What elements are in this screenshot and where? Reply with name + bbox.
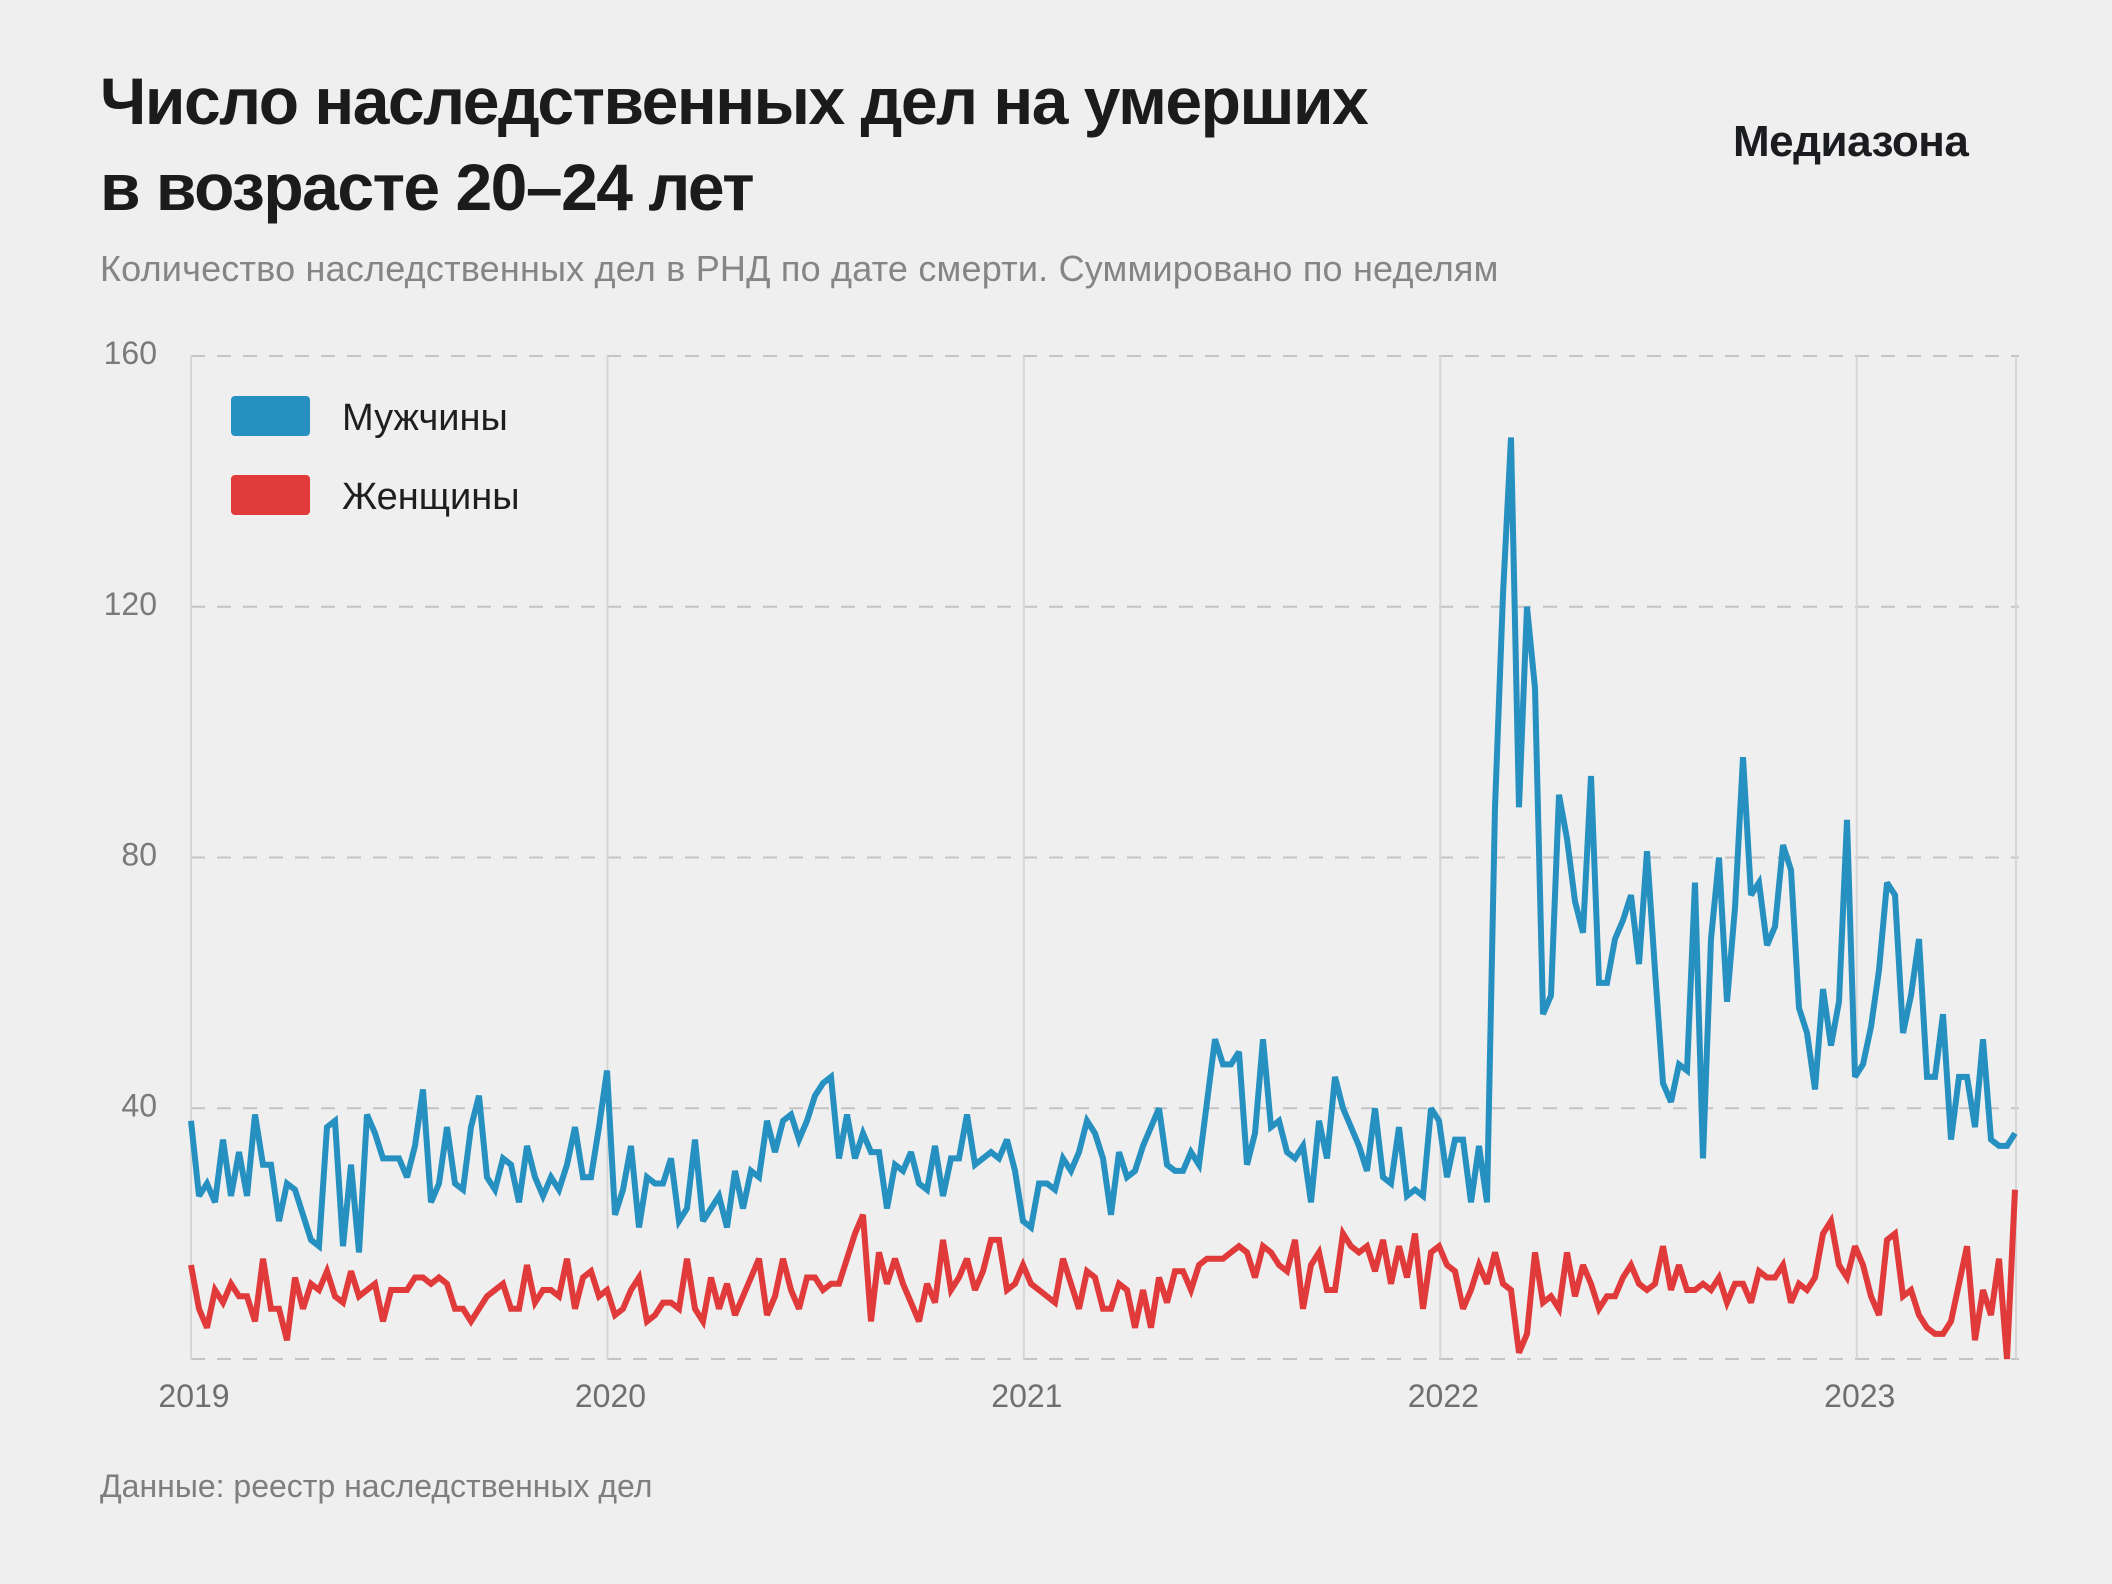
mediazona-logo: Медиазона [1733, 117, 1969, 166]
series-lines [188, 437, 2018, 1360]
legend-label-men: Мужчины [342, 397, 508, 439]
y-tick-label: 80 [121, 837, 157, 873]
x-tick-label: 2019 [158, 1378, 229, 1414]
y-tick-label: 40 [121, 1087, 157, 1123]
chart-title-line-1: Число наследственных дел на умерших [100, 64, 1369, 138]
data-source-note: Данные: реестр наследственных дел [100, 1468, 653, 1504]
x-tick-label: 2023 [1824, 1378, 1895, 1414]
legend-swatch-men [231, 396, 310, 436]
legend-swatch-women [231, 475, 310, 515]
chart-subtitle: Количество наследственных дел в РНД по д… [100, 248, 1499, 289]
y-tick-label: 120 [104, 586, 157, 622]
chart-title-line-2: в возрасте 20–24 лет [100, 150, 755, 224]
legend: Мужчины Женщины [231, 396, 520, 518]
y-tick-label: 160 [104, 335, 157, 371]
x-tick-label: 2022 [1408, 1378, 1479, 1414]
x-tick-label: 2021 [991, 1378, 1062, 1414]
x-tick-label: 2020 [575, 1378, 646, 1414]
x-axis: 2019 2020 2021 2022 2023 [158, 1378, 1895, 1414]
series-line-women [188, 1189, 2018, 1360]
chart-title: Число наследственных дел на умерших в во… [100, 58, 1369, 230]
y-axis: 40 80 120 160 [104, 335, 157, 1123]
grid [190, 355, 2019, 1360]
series-line-men [188, 437, 2018, 1253]
legend-label-women: Женщины [342, 476, 520, 518]
